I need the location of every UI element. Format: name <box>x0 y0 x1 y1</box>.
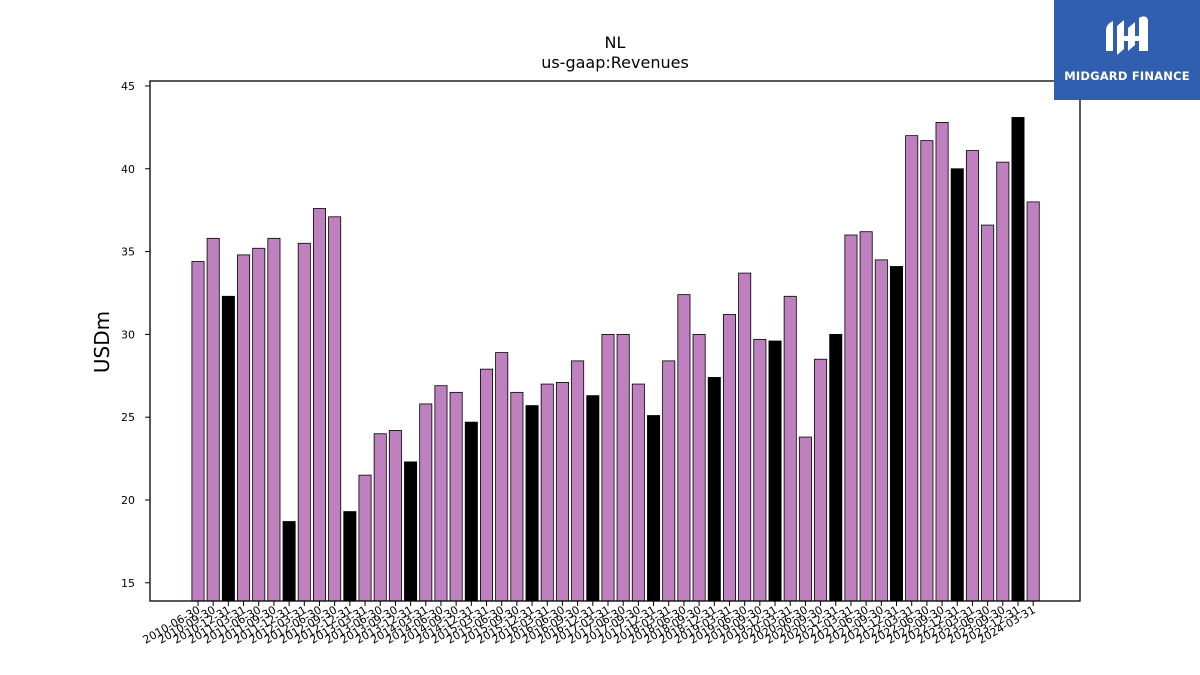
y-axis: 15 20 25 30 35 40 45 <box>121 80 150 590</box>
brand-logo: MIDGARD FINANCE <box>1054 0 1200 100</box>
bar-2023-03-31 <box>965 150 979 602</box>
bar-2010-12-31 <box>221 295 235 602</box>
brand-name: MIDGARD FINANCE <box>1064 69 1190 83</box>
bar-2019-06-30 <box>738 272 752 602</box>
bar-2023-09-30 <box>996 161 1010 602</box>
bar-2012-06-30 <box>312 208 326 602</box>
bar-2022-03-31 <box>905 135 919 602</box>
bar-2017-12-31 <box>647 415 661 602</box>
bar-2015-12-31 <box>525 405 539 602</box>
bar-2014-09-30 <box>449 391 463 602</box>
bar-2018-12-31 <box>707 377 721 602</box>
bar-2019-03-31 <box>722 314 736 602</box>
bar-2011-09-30 <box>267 237 281 602</box>
bar-2016-12-31 <box>586 395 600 602</box>
bar-2021-09-30 <box>874 259 888 602</box>
bar-2022-12-31 <box>950 168 964 602</box>
bar-2020-09-30 <box>814 358 828 602</box>
y-axis-label: USDm <box>90 311 114 373</box>
bar-series <box>191 117 1040 602</box>
bar-2011-03-31 <box>237 254 251 602</box>
bar-2024-03-31 <box>1026 201 1040 602</box>
bar-2016-06-30 <box>555 381 569 602</box>
y-tick-label: 45 <box>121 80 135 93</box>
bar-2017-09-30 <box>631 383 645 602</box>
y-tick-label: 15 <box>121 577 135 590</box>
y-tick-label: 40 <box>121 163 135 176</box>
bar-2011-06-30 <box>252 247 266 602</box>
bar-2014-03-31 <box>419 403 433 602</box>
bar-2022-09-30 <box>935 122 949 602</box>
chart-title: NL <box>605 33 626 52</box>
chart-subtitle: us-gaap:Revenues <box>541 53 689 72</box>
bar-2018-06-30 <box>677 294 691 602</box>
bar-2017-06-30 <box>616 333 630 602</box>
bar-2013-06-30 <box>373 433 387 602</box>
bar-2020-03-31 <box>783 295 797 602</box>
y-tick-label: 35 <box>121 246 135 259</box>
y-tick-label: 20 <box>121 494 135 507</box>
bar-2012-03-31 <box>297 242 311 602</box>
bar-2019-09-30 <box>753 338 767 602</box>
bar-2019-12-31 <box>768 340 782 602</box>
bar-2015-09-30 <box>510 391 524 602</box>
bar-2023-12-31 <box>1011 117 1025 602</box>
bar-2013-03-31 <box>358 474 372 602</box>
bar-2016-09-30 <box>571 360 585 602</box>
bar-2013-12-31 <box>404 461 418 602</box>
bar-2011-12-31 <box>282 521 296 602</box>
bar-2021-03-31 <box>844 234 858 602</box>
bar-2013-09-30 <box>388 430 402 602</box>
bar-2017-03-31 <box>601 333 615 602</box>
bar-2023-06-30 <box>981 224 995 602</box>
bar-2021-12-31 <box>890 266 904 602</box>
bar-2016-03-31 <box>540 383 554 602</box>
bar-2018-03-31 <box>662 360 676 602</box>
bar-2010-09-30 <box>206 237 220 602</box>
y-tick-label: 25 <box>121 411 135 424</box>
bar-2012-09-30 <box>328 216 342 602</box>
bar-2014-06-30 <box>434 385 448 602</box>
bar-2020-06-30 <box>798 436 812 602</box>
bar-2015-03-31 <box>480 368 494 602</box>
bar-2010-06-30 <box>191 261 205 602</box>
bar-2022-06-30 <box>920 140 934 602</box>
bar-2021-06-30 <box>859 231 873 602</box>
bar-2018-09-30 <box>692 333 706 602</box>
x-axis: 2010-06-302010-09-302010-12-312011-03-31… <box>141 601 1038 647</box>
y-tick-label: 30 <box>121 328 135 341</box>
bar-2020-12-31 <box>829 333 843 602</box>
midgard-logo-icon <box>1106 16 1148 55</box>
bar-2014-12-31 <box>464 421 478 602</box>
bar-2015-06-30 <box>495 352 509 602</box>
bar-2012-12-31 <box>343 511 357 602</box>
plot-frame <box>149 80 1081 602</box>
